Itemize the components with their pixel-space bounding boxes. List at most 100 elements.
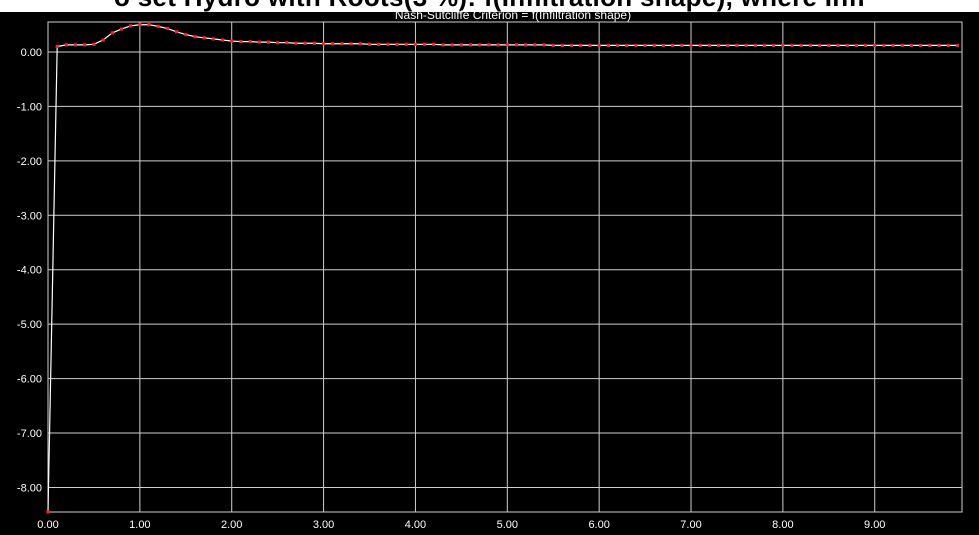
data-point	[698, 43, 702, 48]
data-point	[505, 43, 509, 47]
data-point	[551, 43, 555, 48]
data-point	[73, 43, 78, 47]
chart-title: Nash-Sutcliffe Criterion = f(Infiltratio…	[395, 8, 631, 22]
data-point	[542, 43, 546, 47]
data-point	[615, 43, 620, 48]
data-point	[358, 42, 362, 46]
data-point	[129, 24, 133, 28]
data-point	[762, 43, 767, 48]
data-point	[147, 23, 151, 27]
data-point	[432, 42, 436, 46]
data-point	[110, 31, 114, 35]
data-point	[119, 27, 124, 31]
data-point	[202, 36, 206, 40]
data-point	[900, 43, 904, 48]
y-tick-label: -1.00	[17, 101, 42, 113]
chart-background	[0, 12, 979, 535]
data-point	[560, 43, 565, 48]
data-point	[652, 43, 656, 48]
data-point	[680, 43, 684, 48]
data-point	[156, 24, 160, 28]
x-tick-label: 4.00	[405, 519, 426, 531]
data-point	[459, 43, 463, 47]
data-point	[909, 43, 914, 48]
data-point	[845, 43, 849, 48]
data-point	[827, 43, 831, 48]
data-point	[468, 43, 473, 47]
data-point	[367, 42, 372, 46]
data-point	[487, 43, 491, 47]
x-tick-label: 1.00	[129, 519, 150, 531]
data-point	[634, 43, 638, 48]
data-point	[165, 26, 170, 31]
data-point	[496, 43, 500, 47]
data-point	[781, 43, 785, 48]
data-point	[689, 43, 693, 48]
data-point	[955, 43, 960, 48]
data-point	[450, 43, 454, 47]
data-point	[441, 43, 445, 47]
x-tick-label: 0.00	[37, 519, 58, 531]
data-point	[377, 42, 381, 46]
data-point	[230, 39, 234, 43]
data-point	[92, 42, 96, 46]
data-point	[882, 43, 886, 48]
data-point	[257, 40, 261, 44]
data-point	[331, 42, 335, 46]
data-point	[854, 43, 858, 48]
data-point	[514, 43, 519, 47]
y-tick-label: -2.00	[17, 156, 42, 168]
data-point	[836, 43, 840, 48]
data-point	[386, 42, 390, 46]
data-point	[790, 43, 794, 48]
data-point	[285, 41, 289, 45]
x-tick-label: 5.00	[497, 519, 518, 531]
data-point	[101, 38, 105, 42]
x-tick-label: 8.00	[772, 519, 793, 531]
data-point	[744, 43, 748, 48]
data-point	[753, 43, 757, 48]
series-line	[47, 24, 958, 513]
data-point	[303, 41, 307, 45]
data-point	[524, 43, 528, 47]
y-tick-label: 0.00	[21, 47, 42, 59]
data-point	[799, 43, 803, 48]
data-point	[808, 43, 813, 48]
y-axis-tick-labels: 0.00 -1.00 -2.00 -3.00 -4.00 -5.00 -6.00 -7.00 -…	[17, 47, 42, 495]
data-point	[239, 40, 243, 44]
data-point	[312, 41, 316, 45]
y-tick-label: -5.00	[17, 319, 42, 331]
x-axis-tick-labels: 0.00 1.00 2.00 3.00 4.00 5.00 6.00 7.00 8.00 9.00	[37, 519, 885, 531]
x-tick-label: 6.00	[588, 519, 609, 531]
data-point	[597, 43, 601, 48]
data-point	[46, 510, 50, 514]
data-point	[735, 43, 739, 48]
data-point	[772, 43, 776, 48]
data-point	[184, 32, 188, 37]
data-point	[937, 43, 941, 48]
data-point	[671, 43, 675, 48]
data-point	[138, 23, 142, 27]
y-tick-label: -7.00	[17, 428, 42, 440]
x-tick-label: 9.00	[864, 519, 885, 531]
data-point	[294, 41, 298, 45]
data-point	[588, 43, 592, 48]
data-point	[726, 43, 730, 48]
x-tick-label: 3.00	[313, 519, 334, 531]
data-point	[606, 43, 610, 48]
data-point	[83, 43, 87, 47]
data-point	[211, 37, 215, 41]
data-point	[643, 43, 647, 48]
data-point	[661, 43, 666, 48]
y-tick-label: -6.00	[17, 374, 42, 386]
data-point	[193, 35, 197, 39]
partial-header-title: o set Hydro with Roots(3 %): f(Infiltrat…	[0, 0, 979, 12]
data-point	[716, 43, 721, 48]
data-point	[349, 42, 353, 46]
data-point	[175, 30, 179, 34]
data-point	[276, 41, 280, 45]
data-point	[248, 40, 252, 44]
data-point	[818, 43, 822, 48]
